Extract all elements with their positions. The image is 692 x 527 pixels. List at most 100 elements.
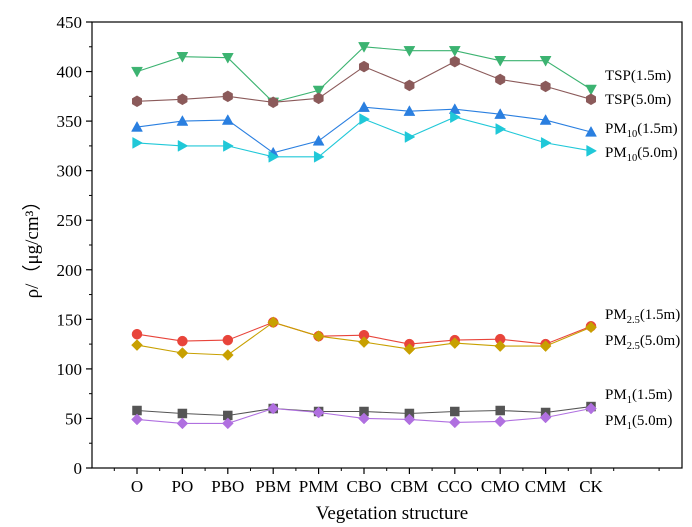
- data-point: [177, 335, 188, 347]
- x-axis: O PO PBO PBM PMM CBO CBM CCO CMO CMM CK: [113, 468, 660, 496]
- data-point: [222, 334, 234, 346]
- data-point: [358, 101, 370, 112]
- data-point: [358, 336, 370, 348]
- data-point: [312, 330, 325, 343]
- data-point: [494, 415, 507, 428]
- series-label: PM10(5.0m): [605, 145, 678, 164]
- data-point: [585, 84, 597, 96]
- series-label: PM10(1.5m): [605, 121, 678, 140]
- data-point: [539, 56, 552, 67]
- data-point: [177, 408, 188, 419]
- x-tick-label: PMM: [299, 477, 339, 496]
- data-point: [448, 337, 461, 349]
- data-point: [448, 46, 461, 57]
- data-point: [585, 93, 597, 106]
- data-point: [539, 340, 552, 352]
- data-point: [313, 92, 324, 105]
- data-point: [585, 321, 597, 334]
- data-point: [450, 111, 461, 124]
- y-tick-label: 150: [57, 310, 83, 329]
- data-point: [540, 80, 551, 93]
- x-tick-label: CMO: [481, 477, 520, 496]
- series-label: TSP(5.0m): [605, 92, 671, 108]
- data-point: [585, 125, 597, 137]
- data-point: [221, 349, 234, 361]
- x-tick-label: CBO: [347, 477, 382, 496]
- data-point: [495, 73, 506, 86]
- x-tick-label: CK: [579, 477, 603, 496]
- data-point: [312, 85, 325, 97]
- data-point: [176, 52, 189, 63]
- x-tick-label: PBM: [255, 477, 291, 496]
- data-point: [450, 406, 460, 417]
- y-tick-label: 300: [57, 162, 83, 181]
- x-tick-label: CBM: [391, 477, 429, 496]
- data-point: [403, 46, 416, 57]
- y-tick-label: 450: [57, 13, 83, 32]
- data-point: [585, 402, 597, 415]
- data-point: [222, 90, 233, 103]
- series-layer: [131, 42, 598, 430]
- data-point: [267, 316, 280, 329]
- data-point: [131, 339, 143, 351]
- series-label: PM2.5(1.5m): [605, 307, 680, 326]
- series-pm2-5-5-0m-: [131, 316, 597, 361]
- data-point: [358, 412, 370, 425]
- series-tsp-1-5m-: [131, 42, 597, 109]
- y-tick-label: 400: [57, 63, 83, 82]
- series-line: [136, 46, 592, 103]
- data-point: [313, 150, 325, 163]
- data-point: [176, 417, 189, 430]
- data-point: [540, 136, 552, 149]
- data-point: [268, 96, 279, 109]
- data-point: [177, 93, 188, 106]
- x-tick-label: CCO: [437, 477, 472, 496]
- data-point: [404, 79, 415, 92]
- x-tick-label: PO: [172, 477, 194, 496]
- data-point: [267, 402, 280, 415]
- x-tick-label: CMM: [525, 477, 567, 496]
- data-point: [176, 115, 189, 126]
- y-axis: 0 50 100 150 200 250 300 350 400 450: [57, 13, 92, 478]
- y-tick-label: 0: [74, 459, 83, 478]
- data-point: [495, 405, 505, 416]
- data-point: [539, 114, 552, 125]
- data-point: [131, 95, 143, 108]
- series-label: PM1(1.5m): [605, 387, 672, 406]
- series-pm10-1-5m-: [131, 101, 597, 158]
- series-label: PM1(5.0m): [605, 413, 672, 432]
- series-label: PM2.5(5.0m): [605, 333, 680, 352]
- data-point: [539, 411, 552, 424]
- data-point: [131, 121, 143, 132]
- x-tick-label: O: [131, 477, 143, 496]
- y-tick-label: 200: [57, 261, 83, 280]
- data-point: [132, 136, 144, 149]
- data-point: [448, 416, 461, 429]
- y-tick-label: 100: [57, 360, 83, 379]
- series-labels: TSP(1.5m) TSP(5.0m) PM10(1.5m) PM10(5.0m) PM…: [605, 68, 680, 432]
- data-point: [449, 55, 460, 68]
- data-point: [358, 42, 370, 53]
- data-point: [586, 144, 598, 157]
- data-point: [404, 131, 416, 143]
- data-point: [221, 114, 234, 125]
- data-point: [312, 134, 325, 146]
- data-point: [358, 60, 370, 73]
- data-point: [448, 103, 461, 114]
- data-point: [131, 328, 143, 340]
- data-point: [494, 56, 507, 67]
- series-pm1-5-0m-: [131, 402, 597, 430]
- data-point: [494, 108, 507, 119]
- data-point: [403, 413, 416, 426]
- x-axis-title: Vegetation structure: [316, 503, 468, 524]
- data-point: [131, 413, 143, 426]
- data-point: [495, 123, 507, 135]
- series-label: TSP(1.5m): [605, 68, 671, 84]
- data-point: [403, 105, 416, 116]
- y-axis-title: ρ/（μg/cm³）: [21, 192, 43, 299]
- data-point: [221, 417, 234, 430]
- data-point: [403, 343, 416, 355]
- data-point: [494, 340, 507, 352]
- y-tick-label: 350: [57, 112, 83, 131]
